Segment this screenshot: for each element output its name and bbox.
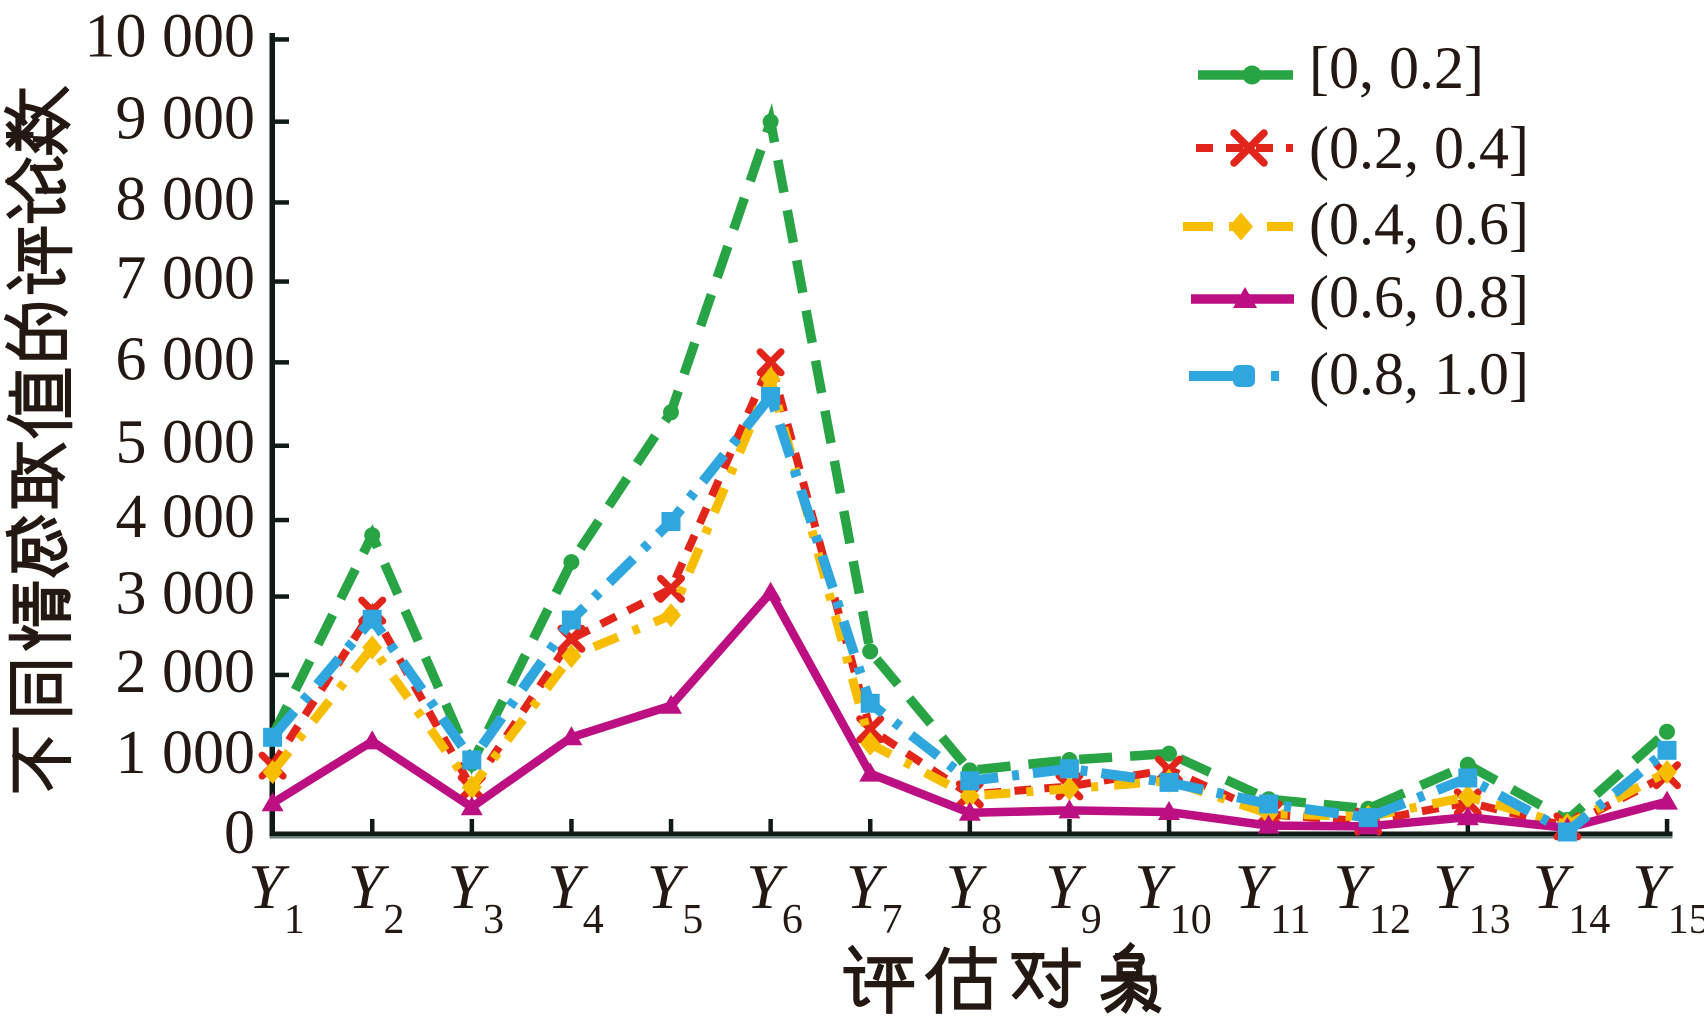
svg-text:Y3: Y3 — [448, 851, 505, 943]
svg-text:Y7: Y7 — [846, 851, 903, 943]
svg-text:6 000: 6 000 — [116, 325, 256, 393]
svg-text:Y11: Y11 — [1235, 851, 1311, 943]
svg-text:Y6: Y6 — [746, 851, 803, 943]
svg-text:7 000: 7 000 — [116, 245, 256, 313]
svg-text:Y13: Y13 — [1433, 851, 1511, 943]
svg-text:(0.6, 0.8]: (0.6, 0.8] — [1309, 264, 1529, 330]
svg-text:2 000: 2 000 — [116, 638, 256, 706]
svg-text:Y1: Y1 — [248, 851, 305, 943]
svg-text:1 000: 1 000 — [116, 719, 256, 787]
svg-text:Y8: Y8 — [946, 851, 1003, 943]
svg-text:3 000: 3 000 — [116, 560, 256, 628]
svg-text:Y2: Y2 — [348, 851, 405, 943]
svg-text:Y5: Y5 — [647, 851, 704, 943]
svg-text:8 000: 8 000 — [116, 165, 256, 233]
svg-text:5 000: 5 000 — [116, 409, 256, 477]
svg-text:10 000: 10 000 — [85, 2, 256, 70]
svg-text:(0.8, 1.0]: (0.8, 1.0] — [1309, 341, 1529, 407]
svg-text:Y12: Y12 — [1333, 851, 1411, 943]
svg-text:Y15: Y15 — [1632, 851, 1704, 943]
svg-text:Y9: Y9 — [1045, 851, 1102, 943]
svg-text:Y10: Y10 — [1134, 851, 1212, 943]
svg-text:(0.2, 0.4]: (0.2, 0.4] — [1309, 115, 1529, 181]
svg-text:[0, 0.2]: [0, 0.2] — [1309, 35, 1484, 101]
svg-text:Y14: Y14 — [1533, 851, 1611, 943]
svg-text:4 000: 4 000 — [116, 483, 256, 551]
svg-text:9 000: 9 000 — [116, 85, 256, 153]
svg-text:(0.4, 0.6]: (0.4, 0.6] — [1309, 191, 1529, 257]
svg-text:Y4: Y4 — [547, 851, 604, 943]
svg-text:0: 0 — [224, 799, 255, 867]
